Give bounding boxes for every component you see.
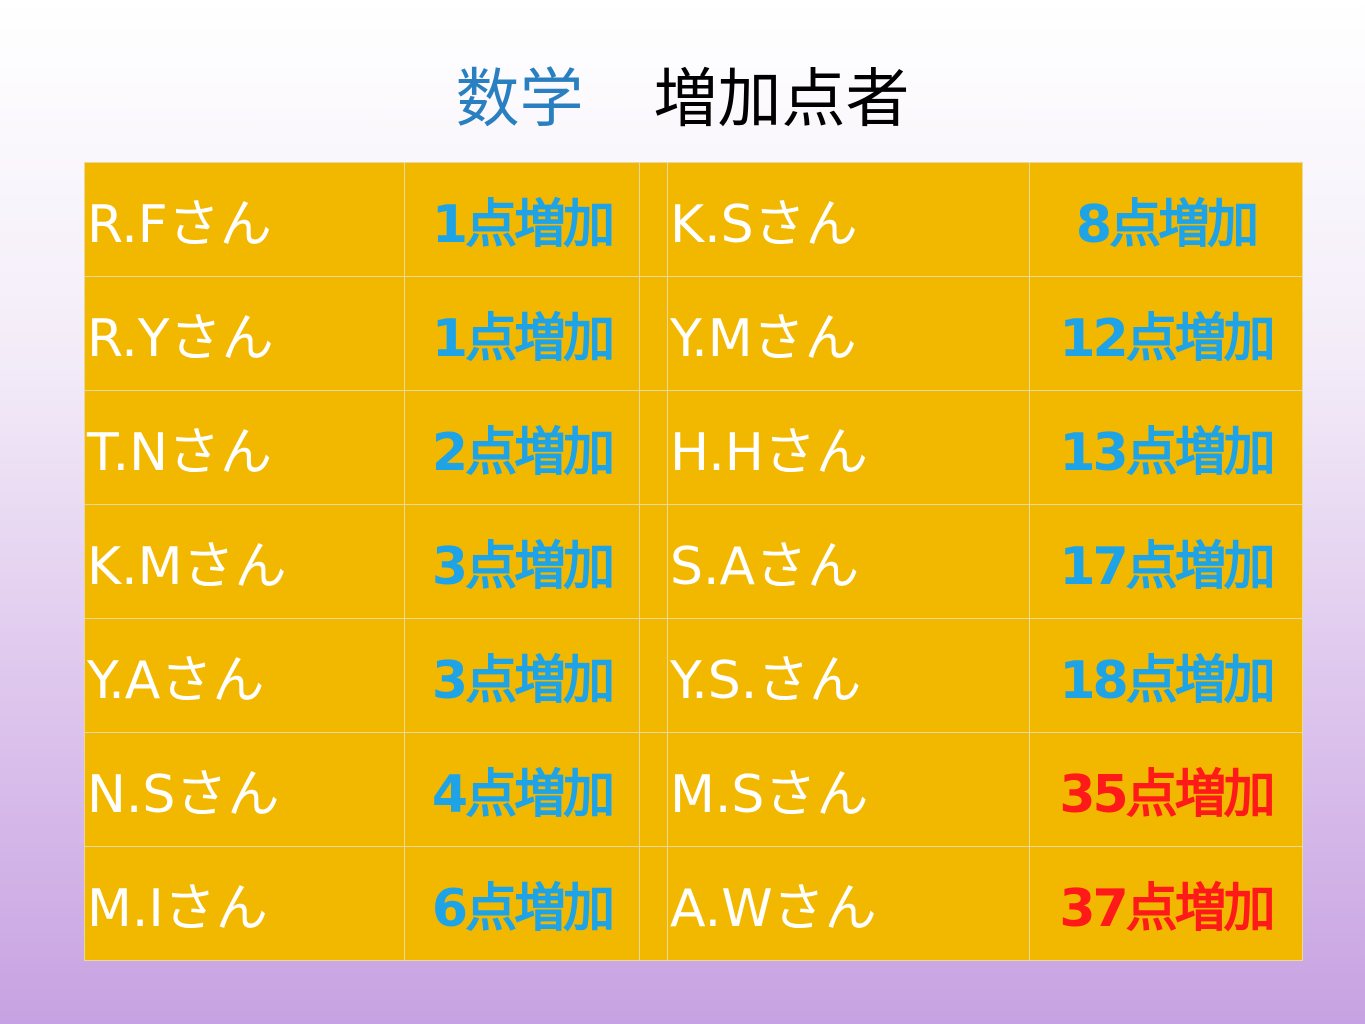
score-cell: 6点増加 [404,846,640,961]
score-cell: 3点増加 [404,504,640,619]
name-cell: N.Sさん [84,732,405,847]
name-cell: S.Aさん [667,504,1030,619]
table-row: N.Sさん 4点増加 M.Sさん 35点増加 [84,732,1303,847]
table-row: K.Mさん 3点増加 S.Aさん 17点増加 [84,504,1303,619]
score-cell: 18点増加 [1029,618,1303,733]
score-cell: 3点増加 [404,618,640,733]
title-text: 増加点者 [653,63,910,137]
table-row: R.Fさん 1点増加 K.Sさん 8点増加 [84,162,1303,277]
name-cell: K.Mさん [84,504,405,619]
score-cell: 1点増加 [404,162,640,277]
name-cell: M.Sさん [667,732,1030,847]
score-cell: 35点増加 [1029,732,1303,847]
spacer-cell [639,732,668,847]
name-cell: K.Sさん [667,162,1030,277]
score-cell: 12点増加 [1029,276,1303,391]
name-cell: Y.Mさん [667,276,1030,391]
score-cell: 8点増加 [1029,162,1303,277]
name-cell: R.Yさん [84,276,405,391]
score-cell: 2点増加 [404,390,640,505]
score-cell: 1点増加 [404,276,640,391]
score-cell: 17点増加 [1029,504,1303,619]
score-cell: 13点増加 [1029,390,1303,505]
spacer-cell [639,162,668,277]
name-cell: Y.Aさん [84,618,405,733]
table-row: Y.Aさん 3点増加 Y.S.さん 18点増加 [84,618,1303,733]
name-cell: T.Nさん [84,390,405,505]
title-subject: 数学 [455,63,584,137]
table-row: M.Iさん 6点増加 A.Wさん 37点増加 [84,846,1303,961]
name-cell: R.Fさん [84,162,405,277]
name-cell: H.Hさん [667,390,1030,505]
table-row: R.Yさん 1点増加 Y.Mさん 12点増加 [84,276,1303,391]
spacer-cell [639,276,668,391]
score-cell: 37点増加 [1029,846,1303,961]
spacer-cell [639,390,668,505]
score-cell: 4点増加 [404,732,640,847]
name-cell: A.Wさん [667,846,1030,961]
table-row: T.Nさん 2点増加 H.Hさん 13点増加 [84,390,1303,505]
spacer-cell [639,618,668,733]
spacer-cell [639,504,668,619]
slide-title: 数学 増加点者 [0,58,1365,142]
name-cell: Y.S.さん [667,618,1030,733]
score-table: R.Fさん 1点増加 K.Sさん 8点増加 R.Yさん 1点増加 Y.Mさん 12点増加 T.N… [84,162,1303,961]
spacer-cell [639,846,668,961]
name-cell: M.Iさん [84,846,405,961]
